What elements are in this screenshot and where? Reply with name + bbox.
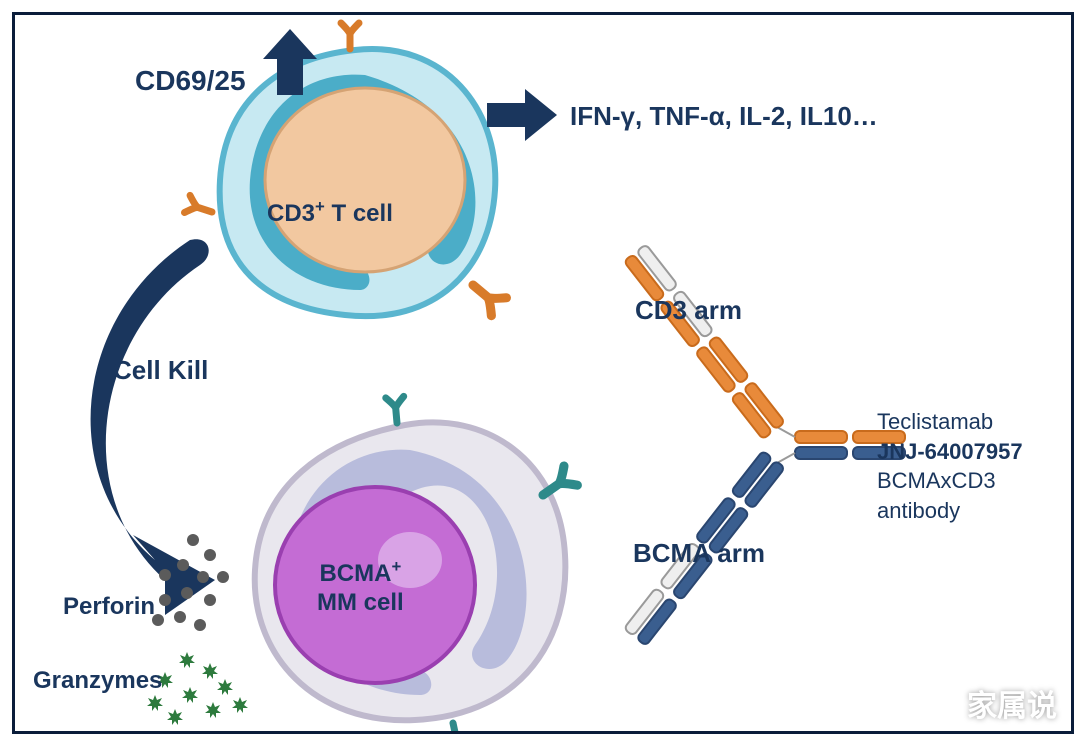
right-arrow-icon [487,89,557,141]
t-cell [220,49,496,316]
granzymes-label: Granzymes [33,667,162,695]
mmcell-label: BCMA+MM cell [317,557,404,618]
cell-kill-arrow-icon [91,239,215,615]
mm-cell [255,422,566,720]
bcmaarm-label: BCMA arm [633,538,765,569]
cytokines-label: IFN-γ, TNF-α, IL-2, IL10… [570,101,878,132]
drug-label: Teclistamab JNJ-64007957 BCMAxCD3 antibo… [877,407,1071,526]
cellkill-label: Cell Kill [113,355,208,386]
watermark-text: 家属说 [967,681,1057,725]
perforin-label: Perforin [63,593,155,621]
diagram-frame: CD69/25 IFN-γ, TNF-α, IL-2, IL10… CD3+ T… [12,12,1074,734]
cd69-label: CD69/25 [135,65,246,97]
cd3arm-label: CD3 arm [635,295,742,326]
cd3-arm [624,244,785,439]
tcell-label: CD3+ T cell [267,197,393,228]
